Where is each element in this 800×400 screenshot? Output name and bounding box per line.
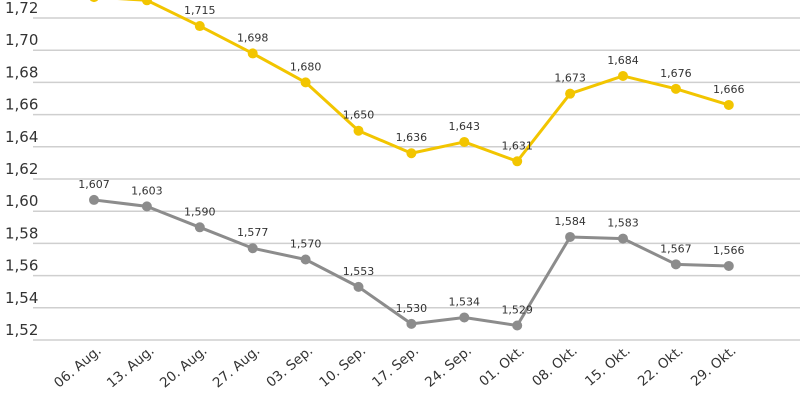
x-tick-label: 15. Okt. <box>582 343 633 390</box>
data-point <box>194 21 205 32</box>
x-tick-label: 17. Sep. <box>369 343 422 391</box>
data-point <box>300 77 311 88</box>
y-tick-label: 1,60 <box>5 192 38 210</box>
data-label: 1,680 <box>290 60 322 73</box>
data-label: 1,583 <box>607 217 639 230</box>
data-point <box>406 148 417 159</box>
data-label: 1,666 <box>713 83 745 96</box>
y-tick-label: 1,54 <box>5 289 38 307</box>
y-tick-label: 1,56 <box>5 257 38 275</box>
data-label: 1,631 <box>501 139 533 152</box>
data-point <box>512 156 523 167</box>
data-point <box>723 99 734 110</box>
data-point <box>141 0 152 6</box>
data-point <box>723 260 734 271</box>
y-tick-label: 1,72 <box>5 0 38 17</box>
data-point <box>670 259 681 270</box>
data-label: 1,566 <box>713 244 745 257</box>
data-point <box>89 194 99 205</box>
data-label: 1,673 <box>554 72 586 85</box>
data-point <box>247 243 258 254</box>
y-tick-label: 1,66 <box>5 96 38 114</box>
data-label: 1,590 <box>184 205 216 218</box>
data-point <box>459 312 470 323</box>
data-point <box>670 83 681 94</box>
data-point <box>406 318 417 329</box>
y-tick-label: 1,58 <box>5 224 38 242</box>
data-label: 1,607 <box>78 178 110 191</box>
data-point <box>565 231 576 242</box>
x-tick-label: 03. Sep. <box>263 343 316 391</box>
data-point <box>618 233 628 244</box>
data-label: 1,676 <box>660 67 692 80</box>
data-label: 1,643 <box>449 120 481 133</box>
data-label: 1,636 <box>396 131 428 144</box>
data-label: 1,534 <box>449 295 481 308</box>
x-tick-label: 27. Aug. <box>210 343 264 392</box>
data-point <box>300 254 311 265</box>
data-label: 1,603 <box>131 184 163 197</box>
data-point <box>459 136 470 147</box>
data-point <box>512 320 523 331</box>
y-tick-label: 1,52 <box>5 321 38 339</box>
x-tick-label: 10. Sep. <box>316 343 369 391</box>
x-tick-label: 29. Okt. <box>688 343 739 390</box>
data-label: 1,715 <box>184 4 216 17</box>
data-point <box>141 201 152 212</box>
data-label: 1,529 <box>501 304 533 317</box>
data-label: 1,570 <box>290 238 322 251</box>
y-tick-label: 1,68 <box>5 63 38 81</box>
data-label: 1,567 <box>660 242 692 255</box>
data-label: 1,553 <box>343 265 375 278</box>
data-point <box>194 222 205 233</box>
x-tick-label: 20. Aug. <box>157 343 211 392</box>
x-tick-label: 01. Okt. <box>476 343 527 390</box>
data-label: 1,698 <box>237 31 269 44</box>
data-label: 1,584 <box>554 215 586 228</box>
data-point <box>353 281 364 292</box>
data-point <box>565 88 576 99</box>
x-tick-label: 08. Okt. <box>529 343 580 390</box>
data-point <box>353 125 364 136</box>
data-point <box>247 48 258 59</box>
x-tick-label: 22. Okt. <box>635 343 686 390</box>
x-tick-label: 06. Aug. <box>51 343 105 392</box>
x-tick-label: 13. Aug. <box>104 343 158 392</box>
data-point <box>618 70 628 81</box>
x-tick-label: 24. Sep. <box>422 343 475 391</box>
y-tick-label: 1,70 <box>5 31 38 49</box>
data-label: 1,684 <box>607 54 639 67</box>
data-point <box>89 0 99 3</box>
y-tick-label: 1,64 <box>5 128 38 146</box>
data-label: 1,530 <box>396 302 428 315</box>
y-tick-label: 1,62 <box>5 160 38 178</box>
data-label: 1,650 <box>343 109 375 122</box>
data-label: 1,577 <box>237 226 269 239</box>
